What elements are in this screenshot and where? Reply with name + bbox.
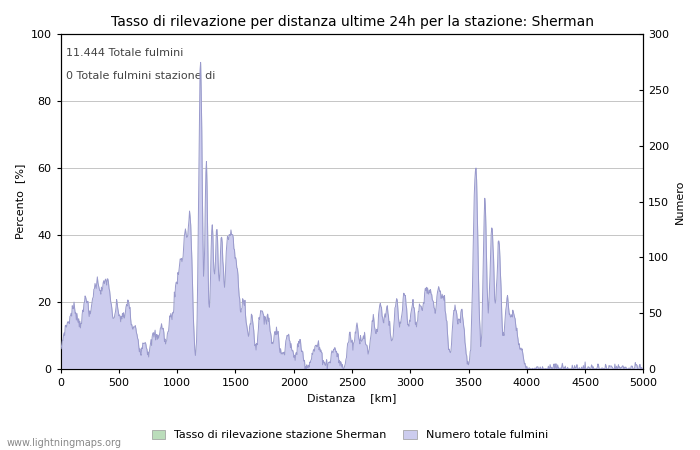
Text: 11.444 Totale fulmini: 11.444 Totale fulmini (66, 48, 184, 58)
Text: www.lightningmaps.org: www.lightningmaps.org (7, 438, 122, 448)
Legend: Tasso di rilevazione stazione Sherman, Numero totale fulmini: Tasso di rilevazione stazione Sherman, N… (148, 425, 552, 445)
Y-axis label: Percento  [%]: Percento [%] (15, 164, 25, 239)
X-axis label: Distanza  [km]: Distanza [km] (307, 393, 397, 404)
Text: 0 Totale fulmini stazione di: 0 Totale fulmini stazione di (66, 71, 216, 81)
Y-axis label: Numero: Numero (675, 180, 685, 224)
Title: Tasso di rilevazione per distanza ultime 24h per la stazione: Sherman: Tasso di rilevazione per distanza ultime… (111, 15, 594, 29)
